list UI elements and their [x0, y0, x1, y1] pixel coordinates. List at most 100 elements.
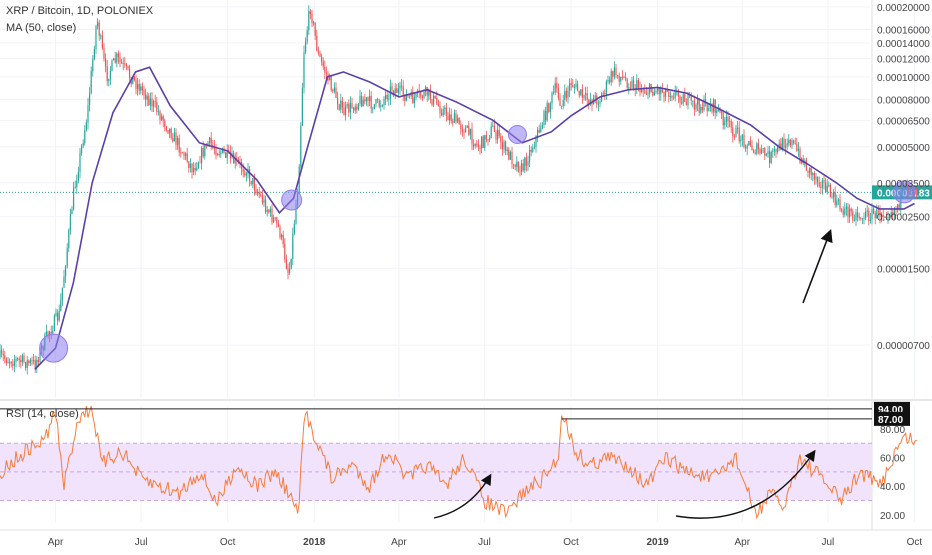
price-candle-body: [554, 83, 556, 93]
price-candle-body: [564, 91, 566, 100]
price-candle-body: [607, 79, 609, 82]
price-candle-body: [799, 148, 801, 163]
price-candle-body: [457, 117, 459, 122]
price-candle-body: [45, 331, 47, 336]
rsi-legend[interactable]: RSI (14, close): [6, 408, 79, 420]
price-candle-body: [354, 106, 356, 111]
price-candle-body: [578, 91, 580, 96]
price-candle-body: [103, 48, 105, 59]
price-candle-body: [882, 214, 884, 217]
price-candle-body: [861, 218, 863, 220]
price-candle-body: [101, 35, 103, 49]
price-candle-body: [413, 97, 415, 104]
price-candle-body: [581, 89, 583, 98]
price-candle-body: [173, 132, 175, 142]
price-candle-body: [602, 93, 604, 95]
main-y-tick-label: 0.00012000: [877, 54, 930, 65]
price-candle-body: [218, 154, 220, 156]
main-series-group: [0, 5, 919, 375]
price-candle-body: [490, 126, 492, 138]
price-candle-body: [525, 157, 527, 166]
price-candle-body: [442, 109, 444, 116]
price-candle-body: [836, 200, 838, 206]
price-candle-body: [505, 141, 507, 151]
price-candle-body: [191, 163, 193, 173]
price-candle-body: [681, 102, 683, 104]
price-candle-body: [605, 81, 607, 95]
price-candle-body: [866, 210, 868, 212]
price-candle-body: [7, 361, 9, 364]
price-candle-body: [348, 104, 350, 113]
price-candle-body: [756, 143, 758, 154]
price-candle-body: [823, 180, 825, 183]
price-candle-body: [637, 80, 639, 89]
price-candle-body: [85, 122, 87, 131]
price-candle-body: [559, 98, 561, 106]
price-candle-body: [663, 91, 665, 97]
rsi-y-tick-label: 40.00: [880, 482, 905, 493]
price-candle-body: [709, 103, 711, 109]
price-candle-body: [887, 217, 889, 218]
price-candle-body: [508, 149, 510, 160]
price-candle-body: [402, 86, 404, 95]
price-candle-body: [159, 111, 161, 120]
price-candle-body: [794, 142, 796, 144]
price-candle-body: [575, 83, 577, 87]
price-candle-body: [153, 101, 155, 107]
price-candle-body: [47, 331, 49, 336]
price-candle-body: [517, 161, 519, 172]
price-candle-body: [196, 168, 198, 171]
price-candle-body: [495, 131, 497, 140]
price-candle-body: [412, 92, 414, 104]
price-candle-body: [621, 76, 623, 78]
main-y-tick-label: 0.00005000: [877, 143, 930, 154]
price-candle-body: [479, 147, 481, 149]
price-candle-body: [397, 88, 399, 93]
price-candle-body: [143, 90, 145, 95]
price-candle-body: [445, 107, 447, 116]
price-candle-body: [145, 94, 147, 100]
price-candle-body: [460, 124, 462, 130]
price-candle-body: [431, 99, 433, 105]
rsi-arrow-2019: [675, 449, 816, 519]
price-candle-body: [837, 199, 839, 201]
price-candle-body: [60, 299, 62, 311]
price-candle-body: [725, 116, 727, 122]
main-y-tick-label: 0.00020000: [877, 3, 930, 14]
price-candle-body: [876, 208, 878, 219]
price-candle-body: [780, 143, 782, 150]
price-candle-body: [429, 89, 431, 100]
price-candle-body: [532, 147, 534, 152]
price-candle-body: [825, 182, 827, 193]
symbol-legend[interactable]: XRP / Bitcoin, 1D, POLONIEX: [6, 5, 154, 17]
price-candle-body: [809, 167, 811, 173]
price-candle-body: [890, 212, 892, 215]
price-candle-body: [740, 139, 742, 142]
price-candle-body: [401, 85, 403, 87]
ma-legend[interactable]: MA (50, close): [6, 22, 77, 34]
price-candle-body: [797, 148, 799, 151]
price-candle-body: [677, 90, 679, 97]
price-candle-body: [716, 109, 718, 113]
price-candle-body: [221, 148, 223, 153]
x-tick-label: 2019: [646, 537, 669, 548]
price-candle-body: [53, 315, 55, 331]
price-candle-body: [161, 116, 163, 120]
price-candle-body: [594, 95, 596, 99]
price-candle-body: [623, 77, 625, 78]
price-candle-body: [892, 212, 894, 216]
price-candle-body: [301, 87, 303, 126]
price-candle-body: [775, 148, 777, 152]
price-candle-body: [79, 152, 81, 173]
price-candle-body: [700, 106, 702, 113]
highlight-circle: [892, 180, 916, 204]
price-candle-body: [55, 312, 57, 316]
price-candle-body: [273, 217, 275, 223]
price-candle-body: [138, 83, 140, 91]
price-candle-body: [377, 99, 379, 101]
price-candle-body: [277, 223, 279, 227]
price-candle-body: [421, 96, 423, 98]
price-candle-body: [15, 358, 17, 362]
price-candle-body: [183, 152, 185, 156]
